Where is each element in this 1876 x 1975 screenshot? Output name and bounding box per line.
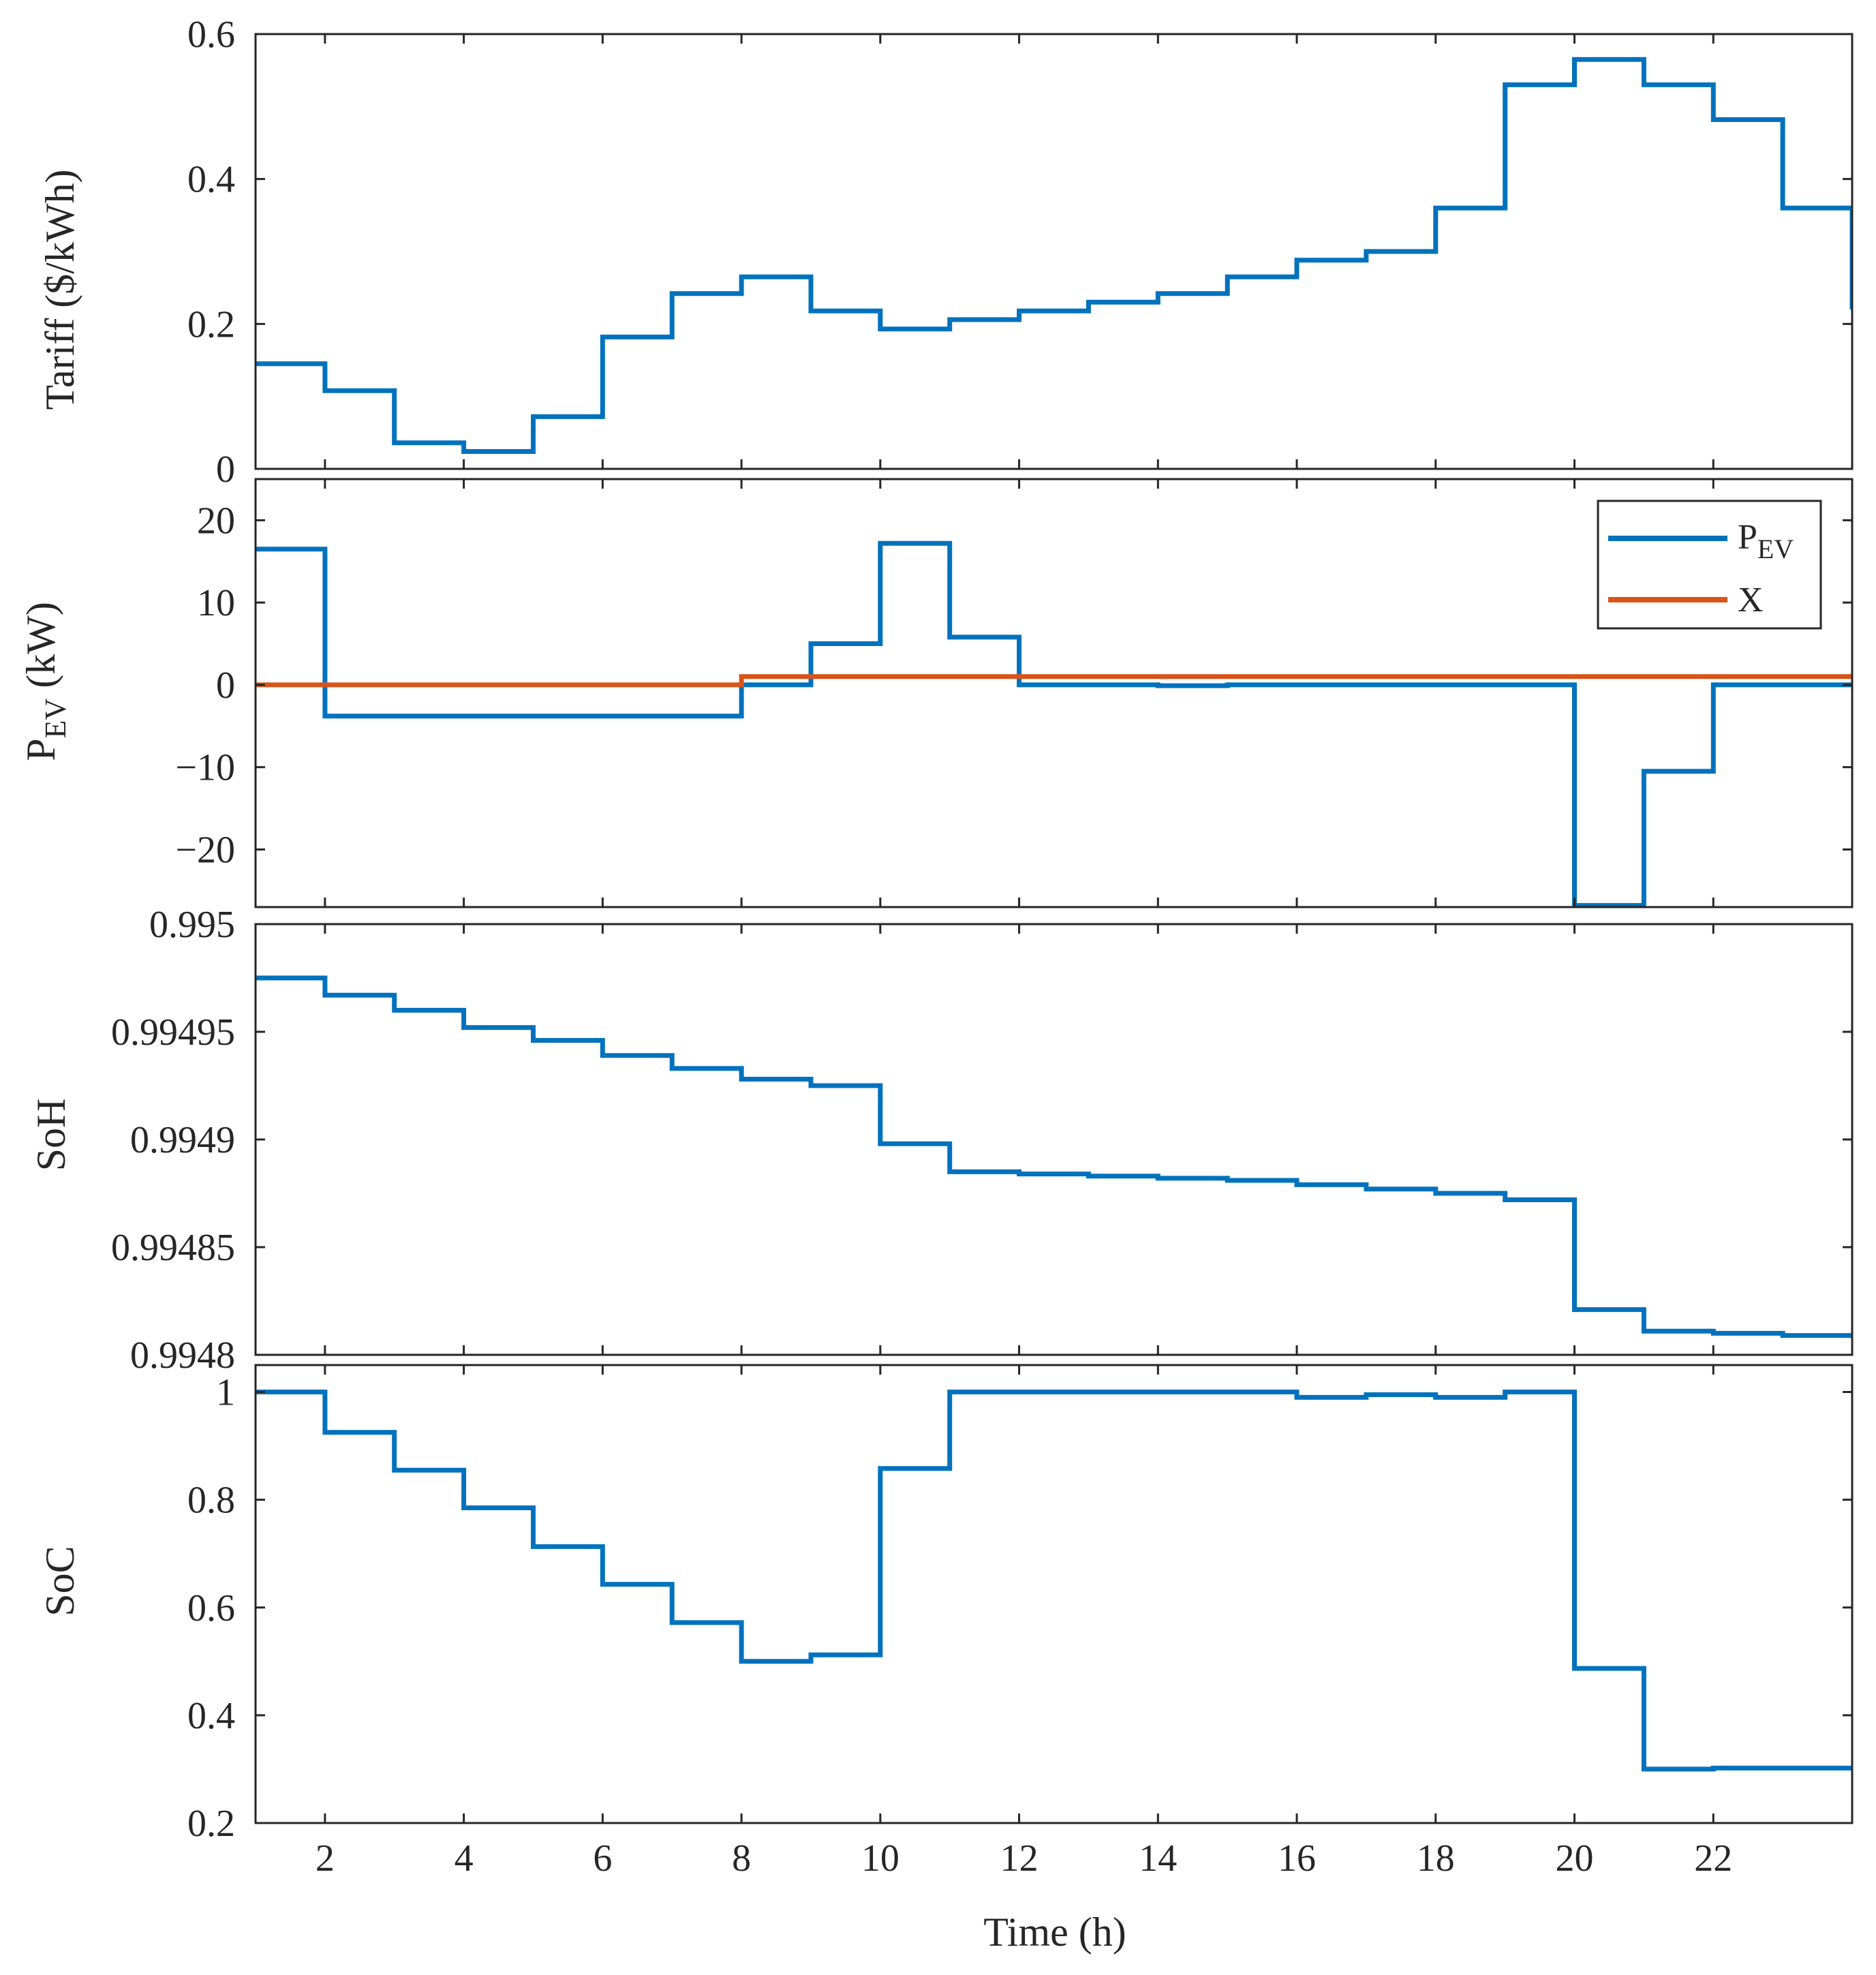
x-tick-label: 2 [316, 1837, 335, 1880]
soc-axes-box [254, 1364, 1854, 1824]
soc-ytick-label: 0.2 [187, 1803, 235, 1845]
tariff-ytick-label: 0.4 [187, 159, 235, 201]
x-tick-label: 8 [732, 1837, 751, 1880]
legend-pev-main: P [1738, 518, 1757, 557]
soh-ytick-label: 0.9949 [130, 1119, 235, 1161]
legend-label-pev: PEV [1738, 518, 1794, 564]
x-tick-label: 20 [1556, 1837, 1594, 1880]
pev-ylabel-unit: (kW) [18, 602, 63, 699]
x-axis-label: Time (h) [983, 1910, 1126, 1955]
tariff-ytick-label: 0.6 [187, 14, 235, 56]
pev-ytick-label: 20 [197, 500, 235, 542]
soh-panel: 0.9948 0.99485 0.9949 0.99495 0.995 SoH [29, 904, 1854, 1377]
pev-series-pev-line [256, 540, 1852, 907]
soh-ytick-label: 0.9948 [130, 1334, 235, 1377]
legend-pev-sub: EV [1757, 534, 1794, 564]
x-tick-label: 4 [455, 1837, 474, 1880]
soc-plot-area: 0.20.40.60.812 4 6 8 10 12 14 16 18 20 22 [187, 1364, 1854, 1880]
tariff-panel: 0 0.2 0.4 0.6 Tariff ($/kWh) [37, 14, 1854, 491]
pev-series-x-line [256, 674, 1852, 688]
x-tick-label: 10 [861, 1837, 899, 1880]
soc-series-soc-line [256, 1390, 1852, 1772]
soh-ytick-label: 0.99485 [111, 1227, 235, 1269]
x-tick-label: 16 [1278, 1837, 1316, 1880]
legend-label-x: X [1738, 581, 1764, 619]
pev-ytick-label: −20 [175, 829, 235, 871]
soh-ylabel: SoH [29, 1099, 74, 1172]
tariff-plot-area: 0 0.2 0.4 0.6 [187, 14, 1854, 491]
soc-ytick-label: 0.8 [187, 1480, 235, 1522]
pev-ylabel-sub: EV [39, 699, 72, 739]
x-tick-label: 12 [1000, 1837, 1039, 1880]
soh-ytick-label: 0.99495 [111, 1011, 235, 1054]
tariff-series-tariff-line [256, 57, 1852, 454]
soc-panel: 0.20.40.60.812 4 6 8 10 12 14 16 18 20 22 SoC Time… [37, 1364, 1854, 1955]
soc-ytick-label: 0.6 [187, 1587, 235, 1629]
soc-ytick-label: 0.4 [187, 1695, 235, 1737]
soc-ylabel: SoC [37, 1546, 82, 1616]
pev-plot-area: −20 −10 0 10 20 [175, 478, 1854, 908]
pev-axes-box [254, 478, 1854, 908]
soh-ytick-label: 0.995 [149, 904, 235, 946]
pev-legend: PEV X [1597, 500, 1822, 630]
pev-ytick-label: −10 [175, 747, 235, 789]
tariff-ylabel: Tariff ($/kWh) [37, 170, 82, 410]
soh-series-soh-line [256, 975, 1852, 1338]
pev-ytick-label: 0 [216, 664, 235, 707]
x-tick-label: 6 [593, 1837, 612, 1880]
soc-ytick-label: 1 [216, 1372, 235, 1414]
tariff-axes-box [254, 33, 1854, 470]
tariff-ytick-label: 0 [216, 448, 235, 491]
x-tick-label: 14 [1139, 1837, 1177, 1880]
x-tick-label: 22 [1694, 1837, 1732, 1880]
pev-ylabel-main: P [18, 738, 63, 761]
x-tick-label: 18 [1417, 1837, 1455, 1880]
legend-box [1597, 500, 1822, 630]
pev-ytick-label: 10 [197, 582, 235, 624]
tariff-ytick-label: 0.2 [187, 303, 235, 346]
pev-ylabel: PEV (kW) [18, 602, 72, 761]
soh-plot-area: 0.9948 0.99485 0.9949 0.99495 0.995 [111, 904, 1854, 1377]
